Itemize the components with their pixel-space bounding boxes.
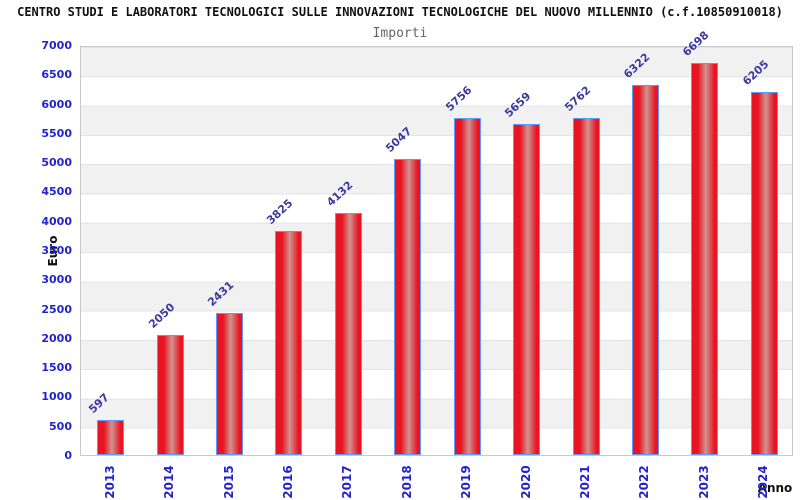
x-tick-label-2021: 2021 — [578, 465, 592, 499]
x-tick-label-2014: 2014 — [162, 465, 176, 499]
y-tick-label-6000: 6000 — [41, 98, 72, 111]
bar-value-label-2024: 6205 — [740, 57, 772, 88]
y-tick-label-6500: 6500 — [41, 68, 72, 81]
y-tick-label-4500: 4500 — [41, 185, 72, 198]
bar-2015 — [216, 313, 243, 455]
x-tick-label-2015: 2015 — [222, 465, 236, 499]
bar-2020 — [513, 124, 540, 455]
y-tick-label-2500: 2500 — [41, 303, 72, 316]
x-tick-label-2024: 2024 — [756, 465, 770, 499]
y-tick-label-7000: 7000 — [41, 39, 72, 52]
bar-value-label-2018: 5047 — [383, 124, 415, 155]
bar-2021 — [573, 118, 600, 455]
bar-value-label-2016: 3825 — [264, 196, 296, 227]
bar-value-label-2017: 4132 — [324, 178, 356, 209]
y-tick-label-500: 500 — [49, 420, 72, 433]
bar-2018 — [394, 159, 421, 455]
x-tick-label-2023: 2023 — [697, 465, 711, 499]
chart-subtitle: Importi — [372, 26, 428, 41]
x-tick-label-2018: 2018 — [400, 465, 414, 499]
x-tick-label-2019: 2019 — [459, 465, 473, 499]
x-tick-label-2017: 2017 — [340, 465, 354, 499]
bar-2014 — [157, 335, 184, 455]
bar-value-label-2015: 2431 — [205, 278, 237, 309]
x-axis-title: Anno — [757, 481, 793, 495]
y-tick-label-0: 0 — [64, 449, 72, 462]
bar-2024 — [751, 92, 778, 455]
bar-2023 — [691, 63, 718, 455]
y-tick-label-1000: 1000 — [41, 390, 72, 403]
y-tick-label-2000: 2000 — [41, 332, 72, 345]
plot-area: 597 2050 2431 3825 4132 5047 5756 5659 5762 6322 6… — [80, 29, 793, 456]
bar-2016 — [275, 231, 302, 455]
y-tick-label-1500: 1500 — [41, 361, 72, 374]
x-tick-label-2016: 2016 — [281, 465, 295, 499]
bar-value-label-2021: 5762 — [562, 83, 594, 114]
y-tick-label-5500: 5500 — [41, 127, 72, 140]
y-tick-label-3000: 3000 — [41, 273, 72, 286]
x-tick-label-2020: 2020 — [519, 465, 533, 499]
x-tick-label-2013: 2013 — [103, 465, 117, 499]
bar-value-label-2019: 5756 — [443, 83, 475, 114]
x-tick-label-2022: 2022 — [637, 465, 651, 499]
y-tick-label-5000: 5000 — [41, 156, 72, 169]
bar-value-label-2013: 597 — [86, 390, 112, 416]
chart-title: CENTRO STUDI E LABORATORI TECNOLOGICI SU… — [17, 5, 783, 19]
bar-2019 — [454, 118, 481, 455]
bar-2017 — [335, 213, 362, 455]
bar-value-label-2014: 2050 — [146, 300, 178, 331]
bar-value-label-2020: 5659 — [502, 89, 534, 120]
bar-2022 — [632, 85, 659, 455]
bar-2013 — [97, 420, 124, 455]
y-tick-label-3500: 3500 — [41, 244, 72, 257]
y-tick-label-4000: 4000 — [41, 215, 72, 228]
bar-value-label-2022: 6322 — [621, 50, 653, 81]
